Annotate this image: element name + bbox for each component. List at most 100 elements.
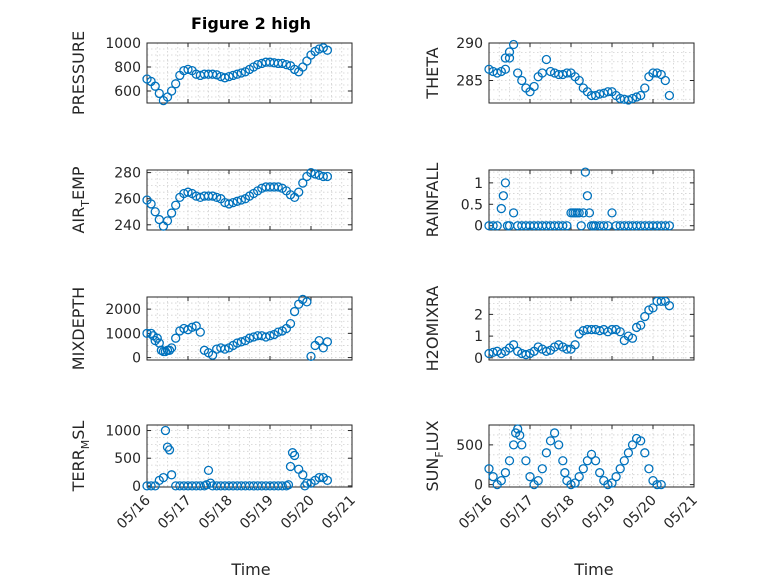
data-point [607, 324, 617, 335]
data-point [545, 436, 556, 446]
data-point [574, 472, 584, 482]
y-tick-label: 500 [456, 438, 483, 454]
data-point [504, 456, 515, 466]
data-point [224, 199, 234, 209]
data-point [603, 87, 613, 97]
data-point [203, 465, 214, 476]
data-point [615, 327, 625, 337]
data-point [504, 53, 515, 63]
y-axis-label: H2OMIXRA [423, 286, 442, 372]
data-point [652, 68, 662, 78]
data-point [521, 456, 531, 466]
data-point [302, 297, 312, 307]
data-point [664, 221, 675, 231]
data-point [517, 75, 527, 86]
data-point [640, 448, 650, 458]
data-point [562, 221, 572, 231]
x-tick-label: 05/17 [497, 493, 537, 533]
data-point [582, 191, 593, 201]
data-point [533, 475, 543, 486]
data-point [619, 456, 629, 466]
x-tick-label: 05/18 [196, 493, 236, 533]
data-point [166, 470, 177, 480]
data-point [515, 430, 525, 440]
data-point [273, 327, 283, 337]
data-point [310, 169, 320, 179]
data-point [611, 472, 621, 482]
data-point [146, 328, 156, 338]
y-axis-label: THETA [423, 47, 442, 99]
y-tick-label: 500 [114, 451, 141, 467]
data-point [287, 448, 298, 458]
data-point [500, 178, 511, 188]
data-point [525, 472, 535, 482]
y-tick-label: 0.5 [461, 197, 483, 213]
data-point [500, 468, 511, 478]
data-point [576, 221, 586, 231]
data-point [541, 54, 552, 65]
x-tick-label: 05/21 [661, 493, 701, 533]
data-point [554, 440, 564, 450]
data-point [595, 89, 605, 99]
y-tick-label: 0 [474, 478, 483, 494]
y-axis-label: PRESSURE [69, 31, 88, 115]
data-point [187, 322, 197, 332]
data-point [306, 167, 316, 178]
data-point [541, 448, 552, 458]
y-tick-label: 1 [474, 329, 483, 345]
data-point [294, 187, 304, 197]
data-point [236, 68, 246, 78]
subplot-air-temp: 240 260 280 AIRTEMP [69, 166, 353, 234]
data-point [623, 448, 634, 458]
data-point [627, 333, 638, 343]
data-point [595, 468, 605, 478]
data-point [298, 178, 308, 188]
y-tick-label: 1000 [105, 36, 141, 52]
data-point [195, 327, 205, 337]
y-tick-label: 0 [132, 351, 141, 367]
x-axis-label-right: Time [573, 560, 613, 579]
data-point [289, 306, 300, 317]
subplot-rainfall: 0 0.5 1 RAINFALL [423, 163, 695, 237]
data-point [603, 479, 613, 490]
data-point [171, 79, 181, 89]
data-point [253, 59, 263, 70]
data-point [150, 81, 160, 91]
data-point [566, 479, 576, 490]
x-tick-label: 05/17 [155, 493, 195, 533]
data-point [232, 196, 242, 206]
data-point [570, 478, 580, 488]
data-point [289, 450, 300, 461]
data-point [488, 472, 498, 482]
data-point [513, 424, 523, 434]
data-point [562, 344, 572, 354]
data-point [640, 83, 650, 93]
data-point [580, 167, 590, 177]
data-point [162, 442, 173, 452]
data-point [496, 203, 506, 214]
data-point [228, 70, 238, 81]
axes-box [146, 42, 353, 104]
data-point [590, 90, 601, 101]
data-point [152, 333, 162, 343]
x-tick-label: 05/19 [579, 493, 619, 533]
data-point [521, 349, 531, 360]
data-point [570, 340, 580, 350]
data-point [195, 481, 205, 491]
data-point [484, 464, 494, 474]
data-point [492, 221, 502, 231]
data-point [492, 68, 502, 78]
data-point [322, 45, 333, 55]
y-tick-label: 2 [474, 307, 483, 323]
x-tick-label: 05/20 [620, 493, 660, 533]
data-point [623, 95, 634, 105]
data-point [615, 464, 625, 474]
subplot-h2omixra: 0 1 2 H2OMIXRA [423, 286, 695, 372]
data-point [224, 71, 234, 82]
data-point [574, 208, 584, 218]
data-point [578, 208, 588, 218]
data-point [631, 92, 642, 102]
y-tick-label: 800 [114, 60, 141, 76]
data-point [508, 39, 519, 50]
data-point [160, 425, 171, 436]
